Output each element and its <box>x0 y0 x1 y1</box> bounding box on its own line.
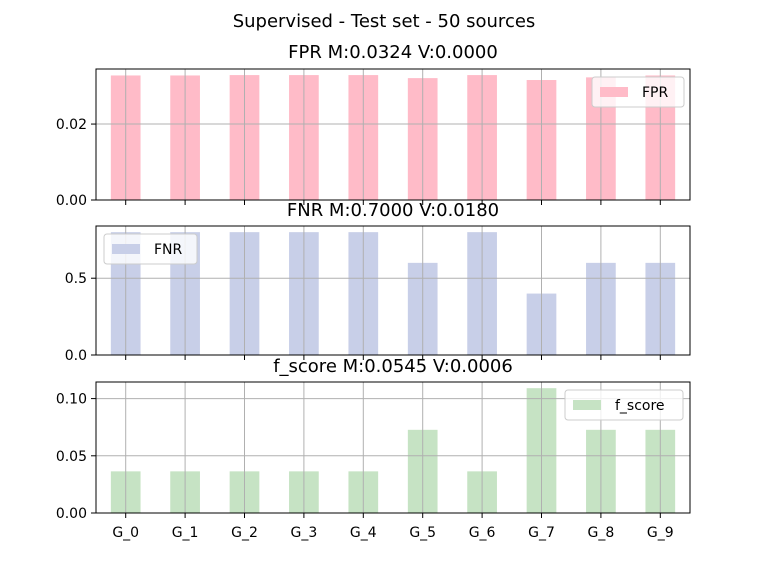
legend: FNR <box>103 233 198 265</box>
y-tick-label: 0.00 <box>56 506 87 522</box>
subplot-2: f_score M:0.0545 V:0.0006 0.00 0.05 0.10 G_0… <box>56 356 691 541</box>
subplot-title: f_score M:0.0545 V:0.0006 <box>273 356 513 377</box>
subplot-0: FPR M:0.0324 V:0.0000 0.00 0.02 FPR <box>56 42 691 209</box>
legend-swatch <box>600 87 628 97</box>
x-tick-label: G_1 <box>172 525 199 541</box>
y-tick-label: 0.0 <box>65 348 87 364</box>
x-tick-label: G_6 <box>469 525 496 541</box>
y-tick-label: 0.5 <box>65 271 87 287</box>
legend-box <box>103 233 198 265</box>
x-tick-label: G_8 <box>588 525 615 541</box>
x-tick-label: G_3 <box>291 525 318 541</box>
legend-swatch <box>112 244 140 254</box>
legend-box <box>591 76 685 108</box>
x-tick-label: G_5 <box>409 525 436 541</box>
x-tick-label: G_4 <box>350 525 377 541</box>
y-tick-label: 0.10 <box>56 392 87 408</box>
x-tick-label: G_0 <box>112 525 139 541</box>
subplot-1: FNR M:0.7000 V:0.0180 0.0 0.5 FNR <box>65 200 691 364</box>
legend-box <box>564 389 684 421</box>
subplot-title: FNR M:0.7000 V:0.0180 <box>287 200 499 221</box>
legend-label: FNR <box>154 242 183 258</box>
y-tick-label: 0.00 <box>56 193 87 209</box>
x-tick-label: G_2 <box>231 525 258 541</box>
y-tick-label: 0.02 <box>56 117 87 133</box>
axes-frame <box>95 225 691 356</box>
legend-swatch <box>573 400 601 410</box>
x-tick-label: G_7 <box>528 525 555 541</box>
legend: f_score <box>564 389 684 421</box>
subplots: FPR M:0.0324 V:0.0000 0.00 0.02 FPR FNR M:0.… <box>56 42 691 541</box>
legend: FPR <box>591 76 685 108</box>
legend-label: FPR <box>642 85 668 101</box>
x-tick-label: G_9 <box>647 525 674 541</box>
axes-frame <box>95 381 691 514</box>
figure-title: Supervised - Test set - 50 sources <box>233 11 536 32</box>
y-tick-label: 0.05 <box>56 449 87 465</box>
axes-frame <box>95 68 691 201</box>
subplot-title: FPR M:0.0324 V:0.0000 <box>288 42 498 63</box>
legend-label: f_score <box>615 398 665 414</box>
